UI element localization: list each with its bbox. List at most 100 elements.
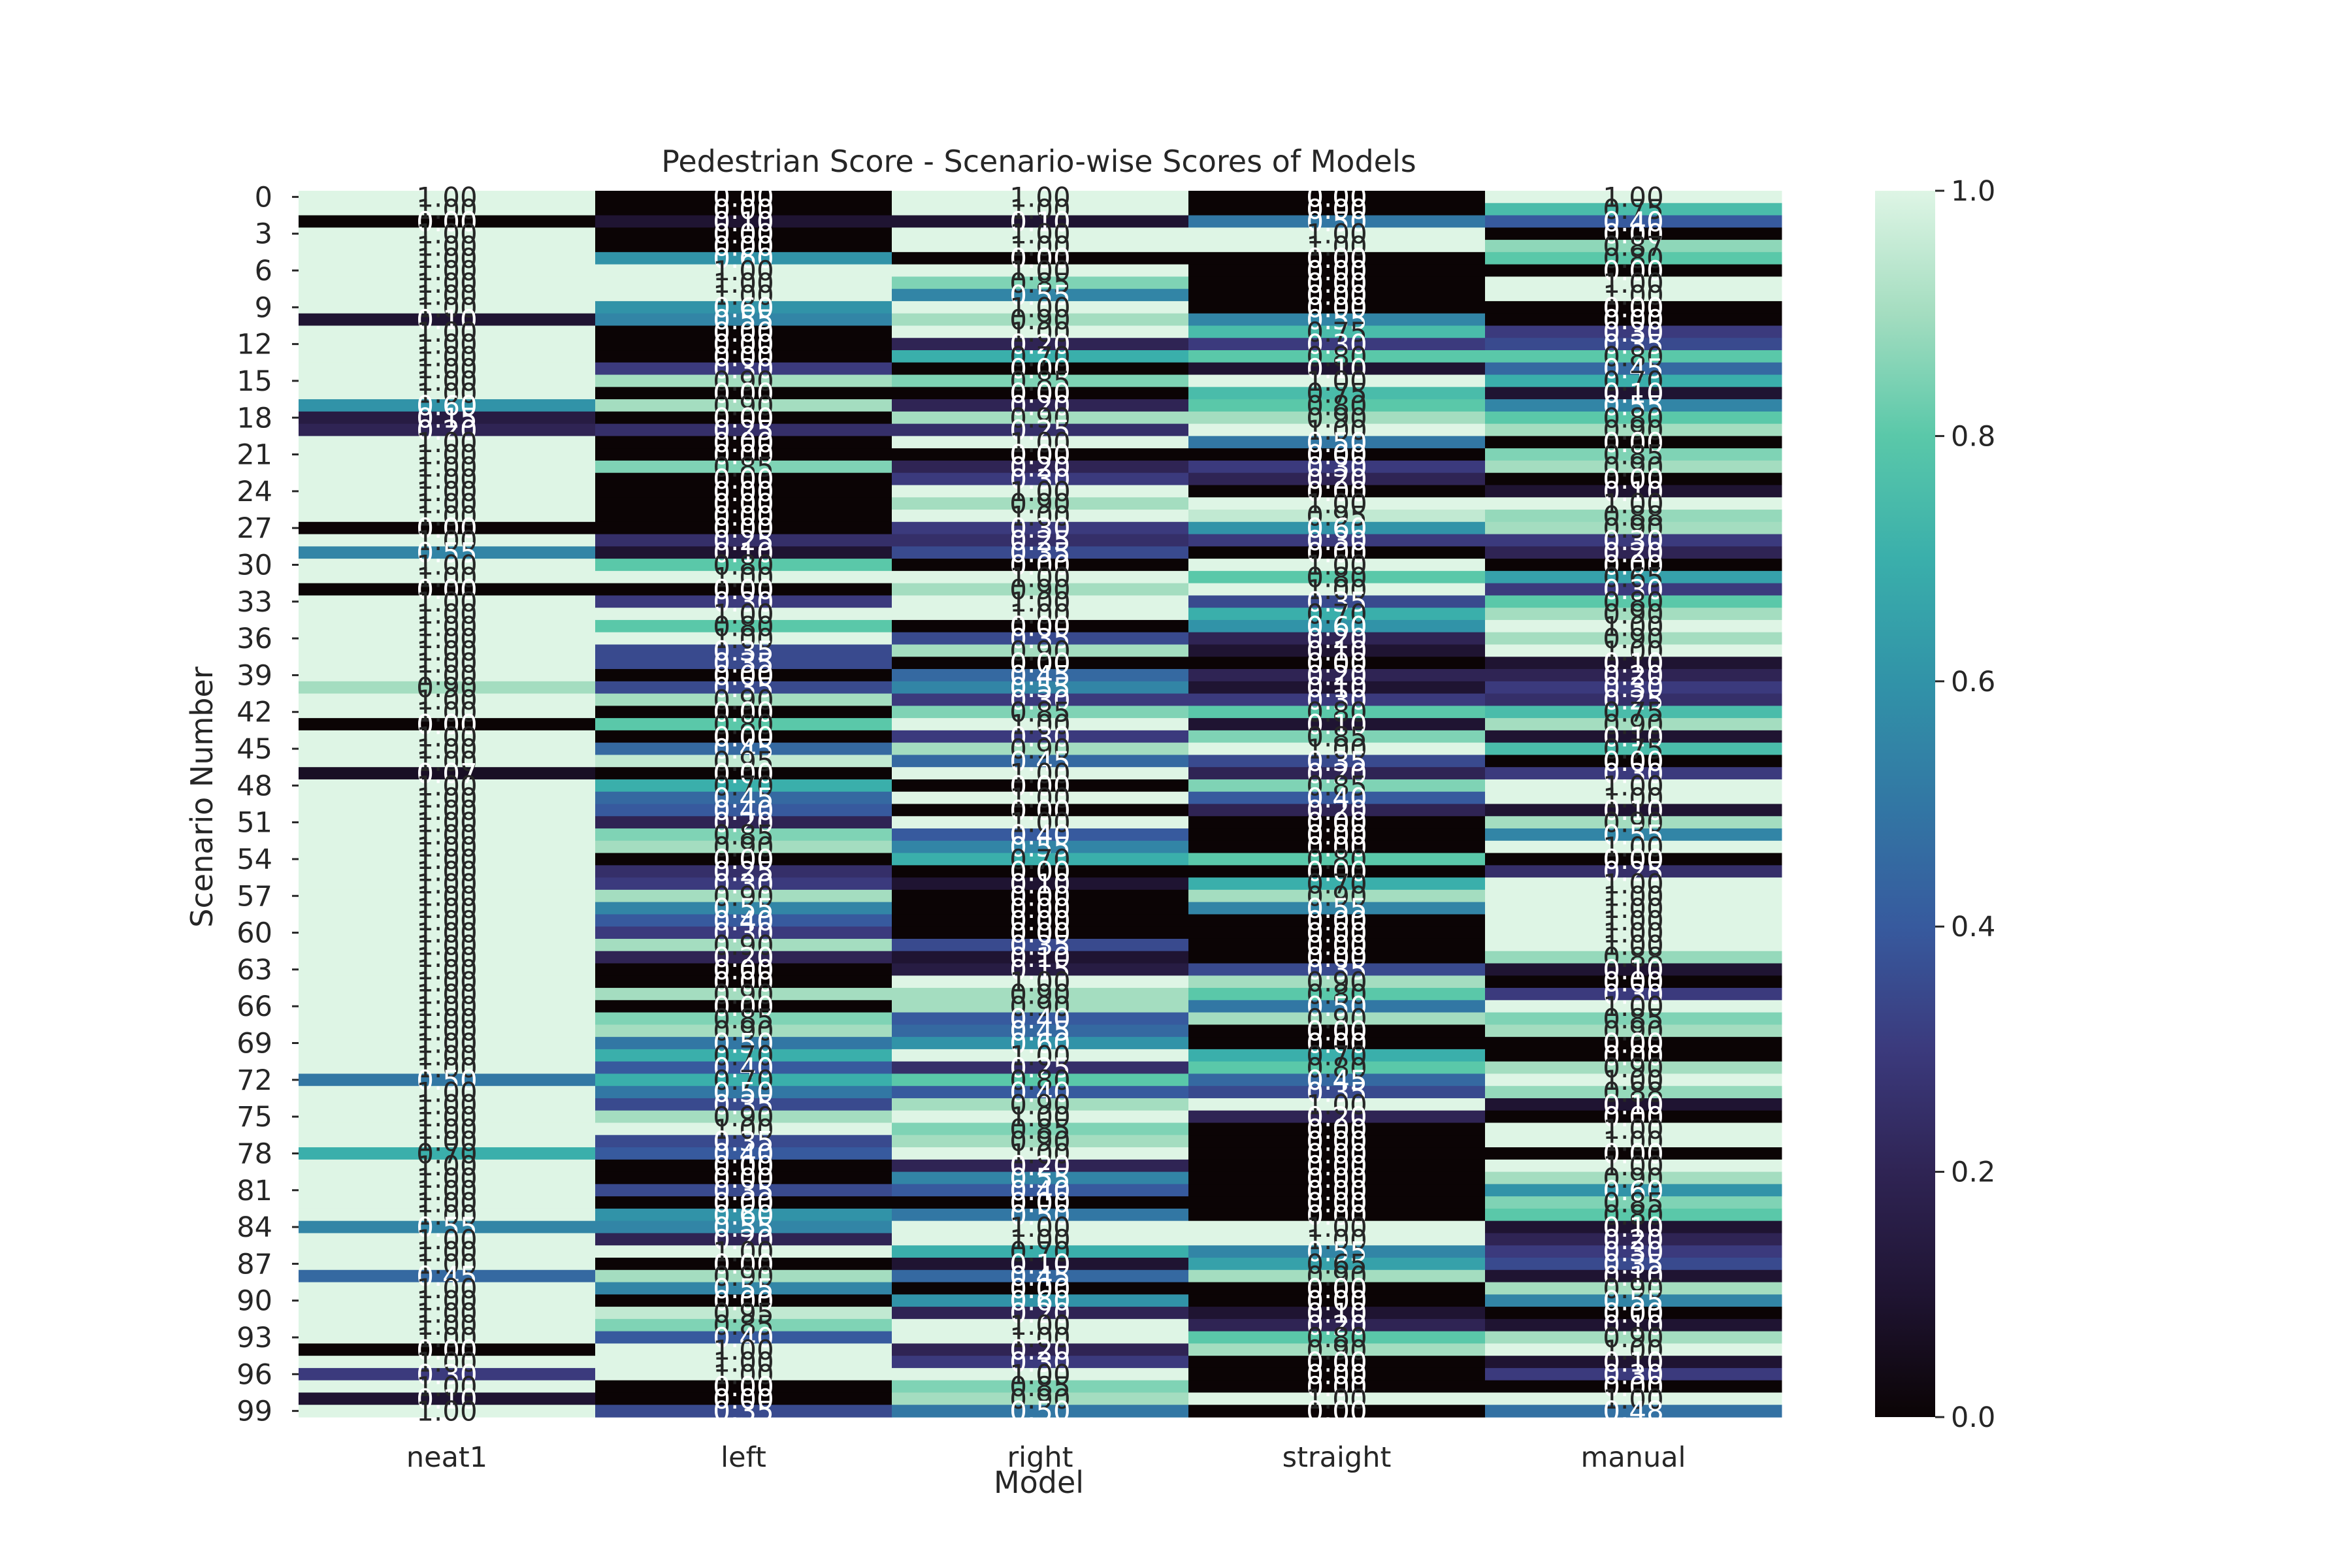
heatmap-cell [299,1122,596,1135]
heatmap-cell [299,657,596,670]
cell-annotation: 0.20 [1009,1150,1071,1182]
cell-annotation: 0.20 [1306,758,1367,790]
heatmap-cell [1188,791,1486,805]
heatmap-cell [1188,411,1486,425]
cell-annotation: 0.00 [1603,966,1664,998]
heatmap-cell [892,1098,1189,1111]
heatmap-cell [1485,485,1782,498]
heatmap-cell [299,1073,596,1086]
heatmap-cell [892,902,1189,915]
cell-annotation: 0.25 [713,525,774,557]
cell-annotation: 0.25 [713,414,774,446]
heatmap-cell [1188,816,1486,829]
heatmap-cell [299,546,596,559]
cell-annotation: 0.10 [1009,206,1071,238]
cell-annotation: 0.00 [1009,1187,1071,1219]
cell-annotation: 1.00 [416,892,478,924]
cell-annotation: 0.10 [1009,868,1071,900]
cell-annotation: 0.90 [713,929,774,961]
heatmap-cell [1485,460,1782,474]
cell-annotation: 1.00 [1009,291,1071,323]
cell-annotation: 0.10 [1009,1248,1071,1280]
heatmap-cell [1485,791,1782,805]
heatmap-cell [299,902,596,915]
heatmap-cell [1485,313,1782,327]
cell-annotation: 0.00 [1009,1273,1071,1305]
heatmap-cell [1188,203,1486,216]
cell-annotation: 0.30 [1306,684,1367,716]
cell-annotation: 0.00 [416,709,478,741]
heatmap-cell [1485,289,1782,302]
cell-annotation: 0.60 [713,291,774,323]
heatmap-cell [1188,681,1486,694]
cell-annotation: 0.00 [1603,427,1664,459]
cell-annotation: 0.00 [1009,880,1071,912]
heatmap-cell [299,387,596,400]
heatmap-cell [1188,1367,1486,1381]
heatmap-cell [1485,669,1782,682]
heatmap-cell [299,975,596,988]
heatmap-cell [1188,1405,1486,1418]
cell-annotation: 0.00 [713,659,774,691]
heatmap-cell [892,1061,1189,1075]
cell-annotation: 1.00 [416,267,478,299]
cell-annotation: 0.50 [1306,427,1367,459]
heatmap-cell [1485,681,1782,694]
heatmap-cell [595,914,892,927]
cell-annotation: 0.30 [713,586,774,618]
cell-annotation: 0.00 [1009,439,1071,471]
heatmap-cell [1188,559,1486,572]
cell-annotation: 0.65 [1603,561,1664,593]
heatmap-cell [1485,619,1782,633]
cell-annotation: 0.90 [1306,1260,1367,1292]
cell-annotation: 0.80 [1306,389,1367,421]
heatmap-cell [299,669,596,682]
cell-annotation: 0.20 [1603,659,1664,691]
cell-annotation: 0.48 [1603,1396,1664,1428]
cell-annotation: 1.00 [416,291,478,323]
cell-annotation: 0.00 [713,721,774,753]
heatmap-cell [1485,448,1782,461]
cell-annotation: 0.90 [713,831,774,863]
cell-annotation: 0.75 [1306,378,1367,410]
cell-annotation: 0.60 [1306,512,1367,544]
y-tick-label: 57 [237,880,272,913]
heatmap-cell [1485,1356,1782,1369]
heatmap-cell [1485,559,1782,572]
heatmap-cell [1485,374,1782,387]
cell-annotation: 0.30 [1306,329,1367,361]
heatmap-cell [1188,387,1486,400]
cell-annotation: 0.30 [1306,525,1367,557]
heatmap-cell [1188,1294,1486,1307]
heatmap-cell [595,1269,892,1283]
heatmap-cell [299,816,596,829]
heatmap-cell [299,448,596,461]
heatmap-cell [892,1171,1189,1184]
cell-annotation: 0.00 [713,476,774,508]
cell-annotation: 0.30 [1009,721,1071,753]
cell-annotation: 0.00 [1306,1285,1367,1317]
heatmap-cell [892,1184,1189,1197]
heatmap-cell [1188,460,1486,474]
cell-annotation: 1.00 [1306,1088,1367,1120]
cell-annotation: 0.88 [1603,941,1664,973]
heatmap-cell [299,1147,596,1160]
heatmap-cell [1188,1135,1486,1148]
cell-annotation: 0.00 [1306,242,1367,274]
cell-annotation: 0.35 [1306,1077,1367,1109]
cell-annotation: 0.90 [1603,451,1664,483]
cell-annotation: 0.80 [1603,242,1664,274]
heatmap-cell [299,570,596,584]
cell-annotation: 1.00 [416,856,478,888]
cell-annotation: 1.00 [1306,574,1367,606]
cell-annotation: 1.00 [416,696,478,728]
heatmap-cell [892,362,1189,376]
y-tick-label: 63 [237,954,272,987]
cell-annotation: 0.00 [1009,856,1071,888]
heatmap-cell [1485,632,1782,645]
heatmap-cell [1485,1098,1782,1111]
cell-annotation: 0.00 [1306,1347,1367,1379]
heatmap-cell [299,840,596,854]
heatmap-cell [1485,767,1782,780]
cell-annotation: 0.00 [1603,745,1664,777]
